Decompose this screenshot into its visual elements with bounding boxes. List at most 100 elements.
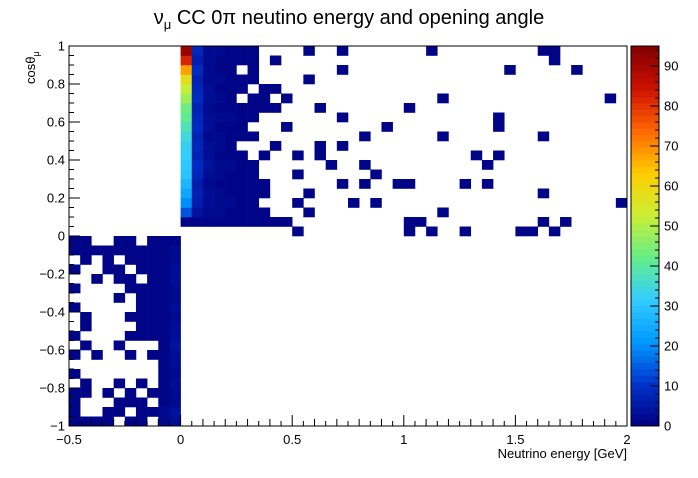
heatmap-cell [124,312,137,322]
palette-band [631,172,659,180]
heatmap-cell [147,245,159,256]
palette-band [631,204,659,212]
heatmap-cell [381,122,393,132]
heatmap-cell [537,46,550,56]
heatmap-cell [225,188,237,199]
heatmap-cell [269,84,282,94]
palette-band [631,318,659,326]
palette-band [631,362,659,370]
y-tick-label: −0.8 [39,381,65,396]
heatmap-cell [281,122,293,132]
palette-band [631,255,659,262]
heatmap-cell [202,55,215,66]
palette-band [631,179,659,186]
heatmap-cell [437,207,449,218]
heatmap-cell [292,169,304,180]
heatmap-cell [214,169,226,180]
heatmap-cell [69,236,81,246]
heatmap-cell [202,198,215,208]
palette-band [631,324,659,332]
heatmap-cell [180,55,193,66]
palette-band [631,115,659,123]
heatmap-cell [247,46,260,56]
heatmap-cell [414,217,427,227]
heatmap-cell [169,331,181,341]
heatmap-cell [236,217,248,227]
y-tick-label: 0.6 [47,115,65,130]
heatmap-cell [236,198,248,208]
heatmap-cell [158,245,170,256]
heatmap-cell [303,74,315,85]
palette-band [631,350,659,357]
x-axis-label: Neutrino energy [GeV] [498,446,627,461]
heatmap-cell [191,74,204,85]
heatmap-cell [158,255,170,265]
heatmap-cell [135,264,148,275]
heatmap-cell [135,312,148,322]
heatmap-cell [258,103,271,113]
heatmap-cell [180,122,193,132]
heatmap-cell [69,350,81,360]
heatmap-cell [225,131,237,142]
heatmap-cell [359,179,371,189]
heatmap-cell [236,103,248,113]
heatmap-cell [180,112,193,123]
heatmap-cell [269,55,282,66]
heatmap-cell [537,188,550,199]
heatmap-cell [247,55,260,66]
heatmap-cell [169,274,181,284]
heatmap-cell [147,255,159,265]
heatmap-cell [225,55,237,66]
heatmap-cell [135,407,148,417]
heatmap-cell [80,236,92,246]
heatmap-cell [124,255,137,265]
heatmap-cell [158,321,170,332]
heatmap-cell [135,302,148,313]
palette-band [631,369,659,376]
heatmap-cell [124,331,137,341]
heatmap-cell [247,112,260,123]
heatmap-cell [180,207,193,218]
heatmap-cell [214,103,226,113]
x-tick-label: 0 [177,432,184,447]
palette-band [631,419,659,427]
heatmap-cell [135,416,148,427]
heatmap-cell [69,369,81,379]
heatmap-cell [180,150,193,161]
palette-tick-label: 20 [664,339,678,354]
heatmap-cell [236,207,248,218]
heatmap-cell [236,188,248,199]
palette-band [631,134,659,142]
heatmap-cell [69,245,81,256]
palette-band [631,109,659,117]
heatmap-cell [370,169,382,180]
color-palette: 0 10 20 30 40 50 60 70 80 90 [630,45,678,434]
heatmap-cell [303,46,315,56]
heatmap-cell [336,46,349,56]
heatmap-cell [258,93,271,104]
palette-band [631,141,659,148]
heatmap-cell [258,217,271,227]
heatmap-cell [169,312,181,322]
heatmap-cell [359,160,371,170]
heatmap-cell [214,65,226,75]
palette-band [631,375,659,383]
heatmap-cell [91,416,103,427]
palette-band [631,407,659,414]
palette-band [631,413,659,421]
heatmap-cell [180,217,193,227]
heatmap-cell [147,388,159,398]
palette-tick-label: 10 [664,379,678,394]
heatmap-cell [91,350,103,360]
heatmap-cell [169,378,181,389]
palette-band [631,236,659,243]
heatmap-cell [214,198,226,208]
heatmap-cell [191,198,204,208]
heatmap-cell [236,84,248,94]
palette-band [631,280,659,288]
heatmap-cell [426,46,438,56]
heatmap-cell [191,188,204,199]
heatmap-cell [336,179,349,189]
chart-title: νμ CC 0π neutino energy and opening angl… [154,7,544,32]
